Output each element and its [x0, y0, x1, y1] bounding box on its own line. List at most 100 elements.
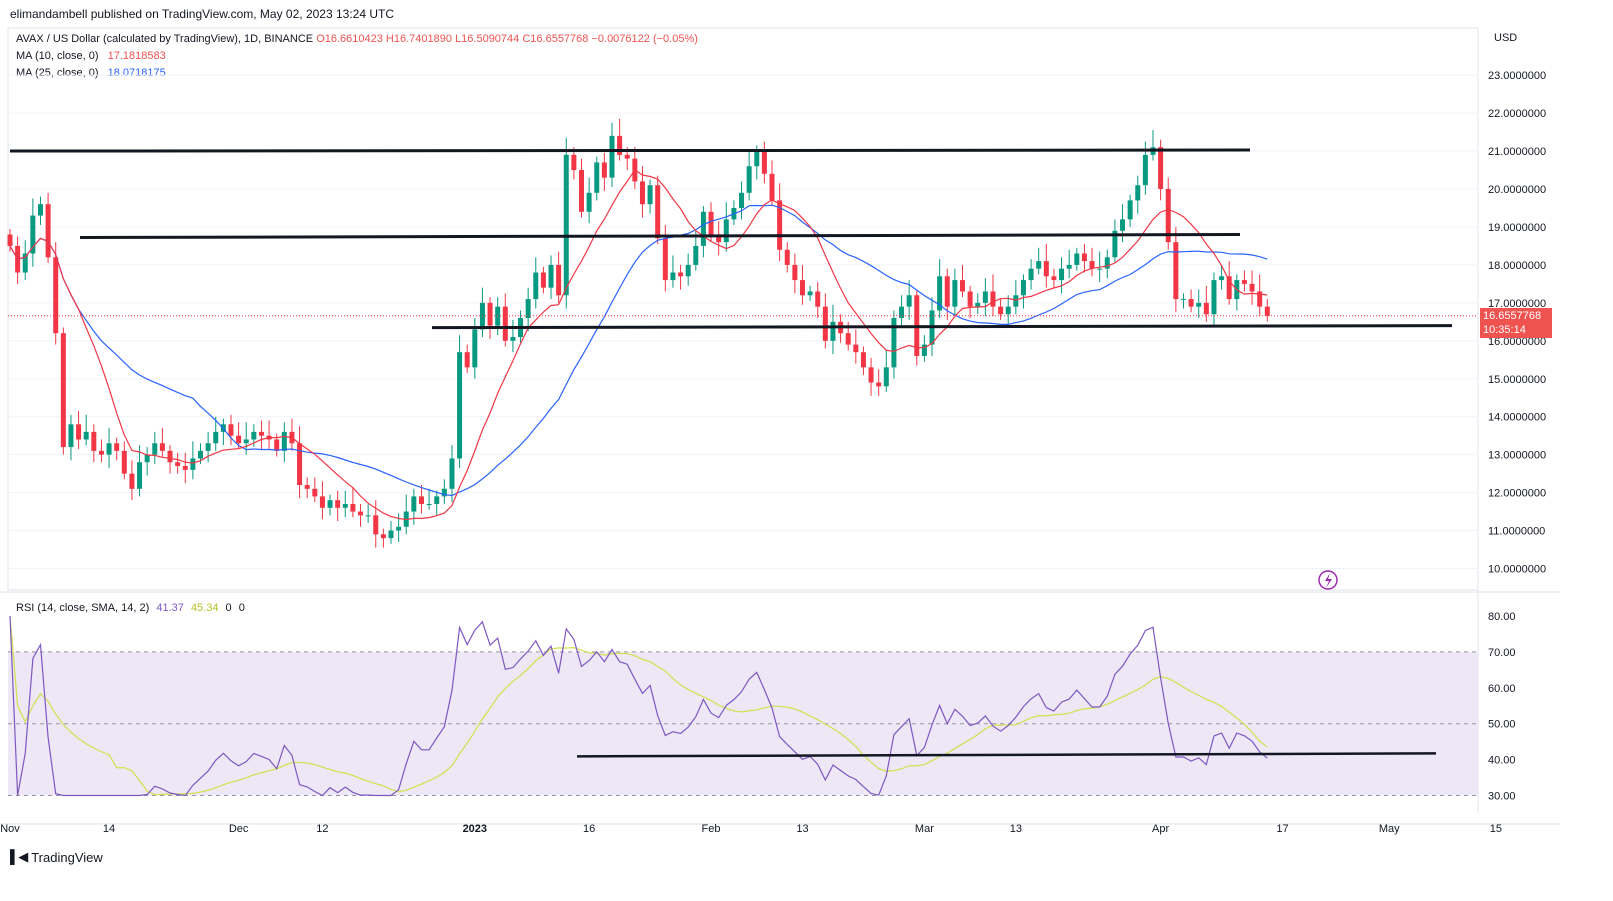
- rsi-label: RSI (14, close, SMA, 14, 2): [16, 602, 150, 614]
- candle-body: [30, 215, 36, 254]
- candle-body: [342, 503, 348, 508]
- lightning-icon-ring: [1318, 570, 1338, 590]
- price-tick-label: 23.0000000: [1488, 70, 1546, 82]
- candle-body: [1257, 291, 1263, 307]
- candle-body: [876, 382, 882, 387]
- candle-body: [159, 443, 165, 451]
- candle-body: [129, 473, 135, 489]
- candle-body: [1081, 253, 1087, 262]
- candle-body: [106, 443, 112, 455]
- candle-body: [830, 321, 836, 341]
- candle-body: [213, 431, 219, 444]
- candle-body: [1043, 261, 1049, 277]
- candle-body: [1089, 261, 1095, 269]
- candle-body: [228, 424, 234, 436]
- last-price: 16.6557768: [1483, 310, 1542, 322]
- price-tick-label: 12.0000000: [1488, 488, 1546, 500]
- candle-body: [205, 443, 211, 451]
- candle-body: [647, 185, 653, 205]
- footer-brand[interactable]: ▌◀ TradingView: [10, 849, 103, 865]
- candle-body: [1142, 154, 1148, 186]
- ohlc-open: O16.6610423: [316, 33, 383, 45]
- lightning-icon-bolt: [1325, 573, 1332, 588]
- candle-body: [22, 253, 28, 273]
- candle-body: [716, 234, 722, 243]
- candle-body: [1203, 302, 1209, 315]
- candle-body: [1211, 280, 1217, 315]
- candle-body: [53, 257, 59, 334]
- candle-body: [883, 367, 889, 387]
- ma25-value: 18.0718175: [107, 67, 166, 79]
- candle-body: [1104, 257, 1110, 269]
- candle-body: [502, 306, 508, 341]
- candle-body: [45, 204, 51, 258]
- candle-body: [639, 181, 645, 205]
- candle-body: [739, 192, 745, 208]
- candle-body: [655, 185, 661, 239]
- candle-body: [921, 344, 927, 356]
- time-tick-label: 12: [316, 823, 328, 835]
- candle-body: [434, 496, 440, 504]
- candle-body: [251, 431, 257, 440]
- candle-body: [1127, 200, 1133, 220]
- resistance-line-middle: [79, 233, 1241, 240]
- candle-body: [464, 352, 470, 368]
- rsi-tick-label: 80.00: [1488, 611, 1516, 623]
- candle-body: [601, 162, 607, 178]
- ma10-value: 17.1818583: [107, 50, 166, 62]
- candle-body: [274, 439, 280, 451]
- tradingview-logo-icon: ▌◀: [10, 849, 28, 864]
- candle-body: [167, 450, 173, 463]
- support-line: [431, 324, 1453, 330]
- price-pane-border: [7, 27, 1479, 591]
- candle-body: [937, 276, 943, 311]
- candle-body: [137, 462, 143, 489]
- time-tick-label: Mar: [915, 823, 934, 835]
- rsi-extra-1: 0: [225, 602, 232, 614]
- price-tick-label: 21.0000000: [1488, 146, 1546, 158]
- candle-body: [1066, 264, 1072, 269]
- candle-body: [236, 435, 242, 444]
- bar-countdown: 10:35:14: [1483, 324, 1526, 336]
- price-tick-label: 16.0000000: [1488, 336, 1546, 348]
- candle-body: [365, 515, 371, 517]
- candle-body: [182, 466, 188, 470]
- candle-body: [975, 302, 981, 307]
- candle-body: [700, 211, 706, 246]
- candle-body: [860, 352, 866, 368]
- candle-body: [1135, 185, 1141, 201]
- candle-body: [769, 173, 775, 201]
- price-tick-label: 10.0000000: [1488, 564, 1546, 576]
- time-tick-label: 15: [1490, 823, 1502, 835]
- price-tick-label: 22.0000000: [1488, 108, 1546, 120]
- ma10-label: MA (10, close, 0): [16, 50, 99, 62]
- price-tick-label: 20.0000000: [1488, 184, 1546, 196]
- candle-body: [396, 526, 402, 531]
- candle-body: [708, 211, 714, 235]
- ohlc-low: L16.5090744: [455, 33, 520, 45]
- publisher-byline: elimandambell published on TradingView.c…: [10, 7, 394, 21]
- candle-body: [335, 500, 341, 508]
- candle-body: [487, 302, 493, 326]
- candle-body: [723, 219, 729, 243]
- candle-body: [472, 329, 478, 368]
- candle-body: [792, 264, 798, 281]
- candle-body: [685, 264, 691, 277]
- rsi-tick-label: 30.00: [1488, 791, 1516, 803]
- candle-body: [990, 291, 996, 307]
- candle-body: [350, 503, 356, 512]
- candle-body: [114, 443, 120, 451]
- candle-body: [1241, 280, 1247, 284]
- time-tick-label: 14: [103, 823, 115, 835]
- candle-body: [563, 154, 569, 296]
- candle-body: [83, 431, 89, 440]
- candle-body: [777, 200, 783, 250]
- price-tick-label: 14.0000000: [1488, 412, 1546, 424]
- candle-body: [297, 443, 303, 486]
- candle-body: [144, 454, 150, 463]
- candle-body: [746, 166, 752, 193]
- candle-body: [1249, 283, 1255, 292]
- candle-body: [1097, 268, 1103, 270]
- candle-body: [190, 458, 196, 470]
